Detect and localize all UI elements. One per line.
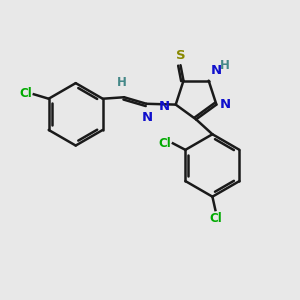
Text: Cl: Cl <box>20 87 32 100</box>
Text: Cl: Cl <box>209 212 222 224</box>
Text: N: N <box>141 111 153 124</box>
Text: Cl: Cl <box>159 137 171 150</box>
Text: N: N <box>211 64 222 77</box>
Text: N: N <box>220 98 231 111</box>
Text: N: N <box>159 100 170 113</box>
Text: H: H <box>220 59 230 72</box>
Text: S: S <box>176 49 186 62</box>
Text: H: H <box>117 76 127 89</box>
